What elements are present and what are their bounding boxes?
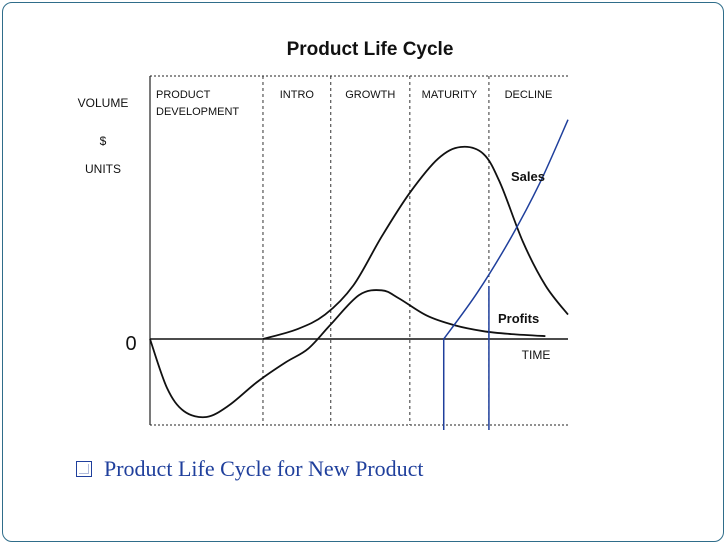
stage-label: DECLINE [505,89,553,101]
profits-curve [149,289,546,419]
x-axis-label: TIME [522,348,551,362]
stage-label: INTRO [280,89,315,101]
y-axis-label: VOLUME $ UNITS [78,96,129,176]
annotation-rising-curve [443,119,569,340]
stage-label: MATURITY [422,89,478,101]
sales-series-label: Sales [511,169,545,184]
stage-label: GROWTH [345,89,395,101]
profits-series-label: Profits [498,311,539,326]
y-axis-label-line-2: $ [100,134,107,148]
stage-label: PRODUCT [156,89,211,101]
sales-curve [262,145,569,340]
bullet-text: Product Life Cycle for New Product [104,456,424,481]
bullet-point: Product Life Cycle for New Product [76,456,424,482]
chart-title: Product Life Cycle [287,39,454,60]
chart-plot-area: PRODUCT DEVELOPMENT INTRO GROWTH MATURITY DEC… [149,75,569,430]
checkbox-bullet-icon [76,461,92,477]
y-axis-label-line-3: UNITS [85,162,121,176]
y-axis-label-line-1: VOLUME [78,96,129,110]
stage-label: DEVELOPMENT [156,106,239,118]
zero-label: 0 [125,333,136,355]
